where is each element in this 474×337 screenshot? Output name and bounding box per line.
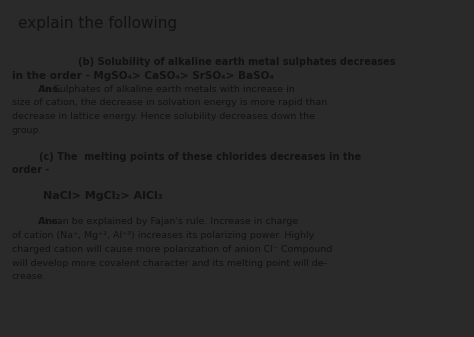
Text: In Sulphates of alkaline earth metals with increase in: In Sulphates of alkaline earth metals wi… xyxy=(39,85,295,94)
Text: (c) The  melting points of these chlorides decreases in the: (c) The melting points of these chloride… xyxy=(12,152,361,162)
Text: crease.: crease. xyxy=(12,272,46,281)
Text: NaCl> MgCl₂> AlCl₃: NaCl> MgCl₂> AlCl₃ xyxy=(12,191,163,202)
Text: will develop more covalent character and its melting point will de-: will develop more covalent character and… xyxy=(12,258,327,268)
Text: order -: order - xyxy=(12,165,49,176)
Text: size of cation, the decrease in solvation energy is more rapid than: size of cation, the decrease in solvatio… xyxy=(12,98,327,107)
Text: group.: group. xyxy=(12,126,43,135)
Text: in the order - MgSO₄> CaSO₄> SrSO₄> BaSO₄: in the order - MgSO₄> CaSO₄> SrSO₄> BaSO… xyxy=(12,71,274,81)
Text: Ans.: Ans. xyxy=(12,85,62,94)
Text: explain the following: explain the following xyxy=(18,16,177,31)
Text: (b) Solubility of alkaline earth metal sulphates decreases: (b) Solubility of alkaline earth metal s… xyxy=(78,57,396,67)
Text: of cation (Na⁺, Mg⁺², Al⁺³) increases its polarizing power. Highly: of cation (Na⁺, Mg⁺², Al⁺³) increases it… xyxy=(12,231,314,240)
Text: charged cation will cause more polarization of anion Cl⁻ Compound: charged cation will cause more polarizat… xyxy=(12,245,332,254)
Text: decrease in lattice energy. Hence solubility decreases down the: decrease in lattice energy. Hence solubi… xyxy=(12,112,315,121)
Text: Ans.: Ans. xyxy=(12,217,62,226)
Text: It can be explained by Fajan's rule. Increase in charge: It can be explained by Fajan's rule. Inc… xyxy=(39,217,299,226)
